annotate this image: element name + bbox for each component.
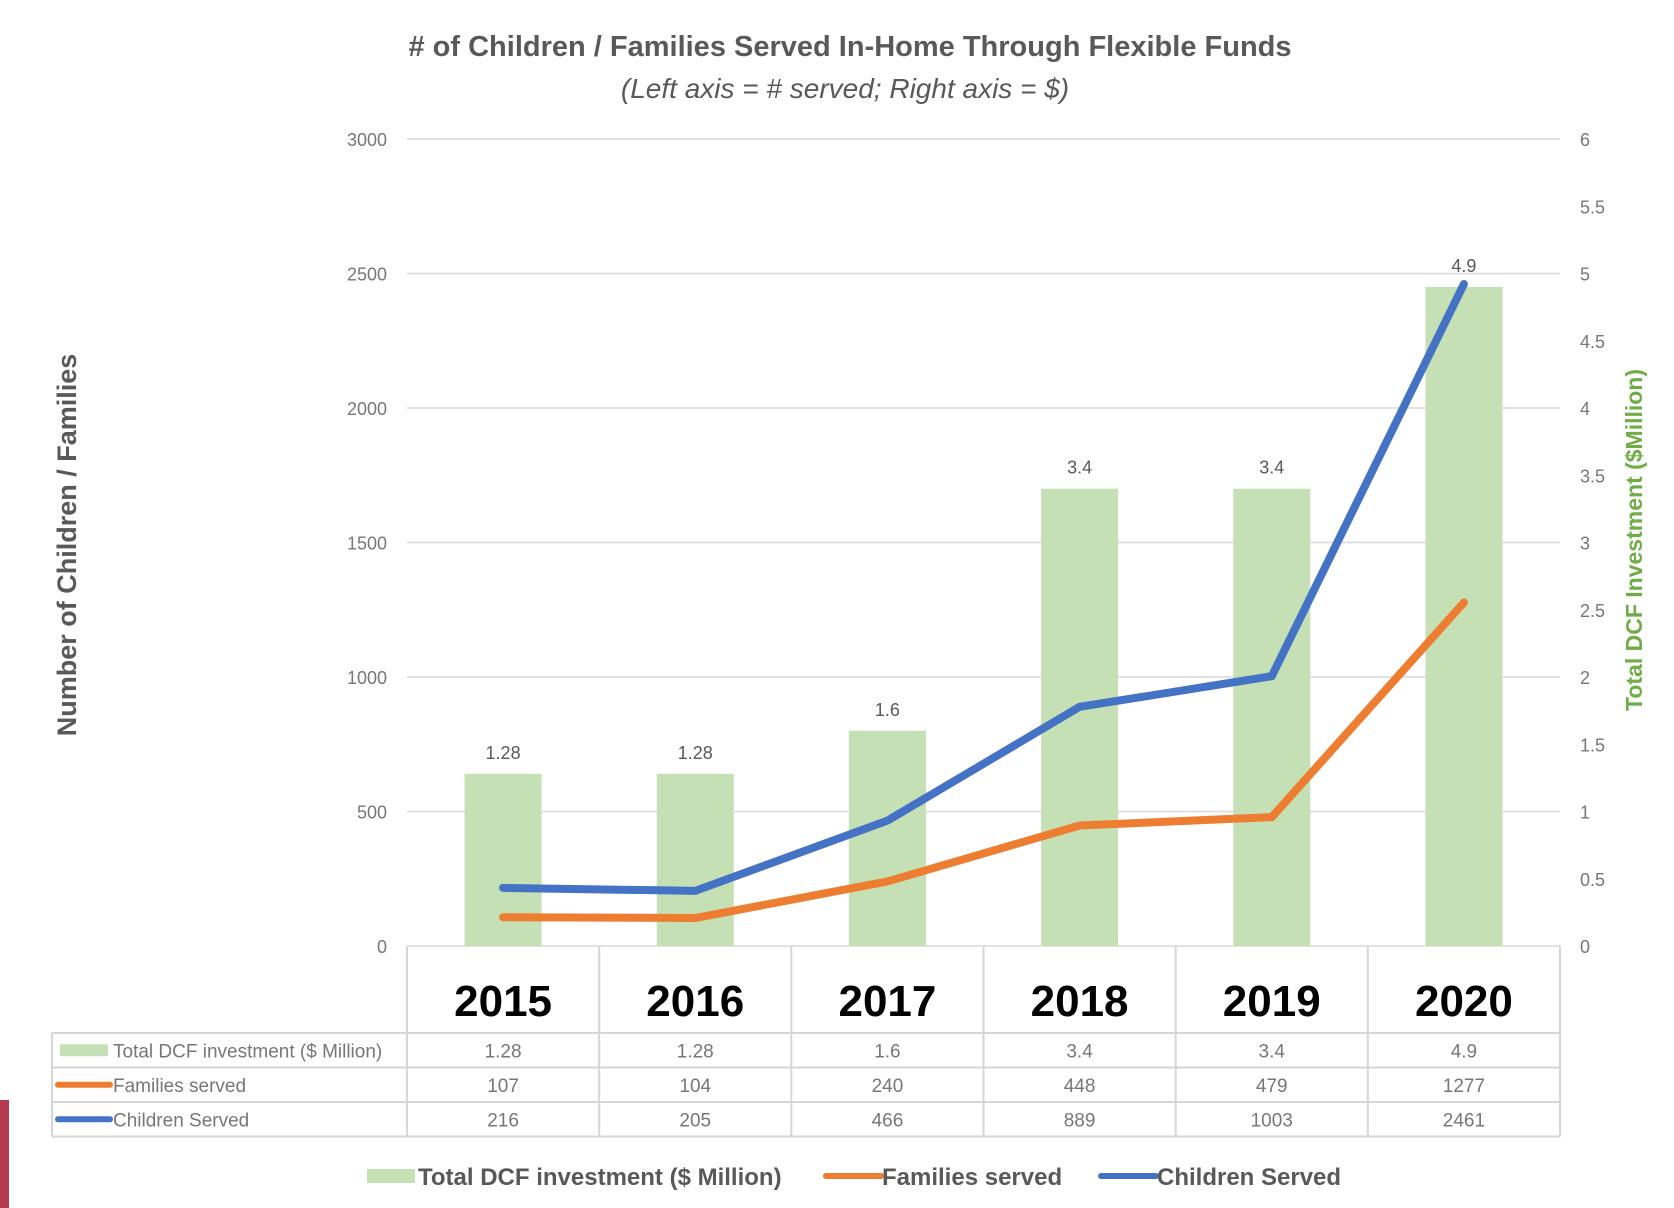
left-axis-title: Number of Children / Families — [52, 354, 82, 737]
table-cell: 1.28 — [485, 1041, 522, 1062]
category-label: 2016 — [646, 977, 744, 1026]
axis-ticks: 0 500 1000 1500 2000 2500 3000 0 0.5 1 1.5 2 2.5 3 3.5… — [347, 130, 1605, 957]
category-label: 2018 — [1031, 977, 1129, 1026]
bar-data-label: 3.4 — [1067, 458, 1092, 478]
legend-key — [367, 1169, 415, 1183]
legend-label: Total DCF investment ($ Million) — [418, 1164, 782, 1191]
right-tick-label: 0 — [1580, 937, 1590, 957]
right-tick-label: 1 — [1580, 803, 1590, 823]
legend-label: Children Served — [1157, 1164, 1341, 1191]
bar-data-label: 3.4 — [1259, 458, 1284, 478]
right-tick-label: 2 — [1580, 668, 1590, 688]
investment-bar — [1233, 488, 1311, 946]
left-tick-label: 2500 — [347, 265, 387, 285]
children-served-line — [499, 279, 1468, 895]
table-cell: 3.4 — [1259, 1041, 1286, 1062]
families-served-line — [499, 598, 1468, 923]
right-tick-label: 5.5 — [1580, 197, 1605, 217]
right-tick-label: 0.5 — [1580, 870, 1605, 890]
table-cell: 3.4 — [1066, 1041, 1093, 1062]
table-cell: 240 — [872, 1076, 904, 1097]
bar-data-label: 4.9 — [1451, 256, 1476, 276]
left-tick-label: 0 — [377, 937, 387, 957]
accent-bar — [0, 1100, 9, 1208]
legend-label: Families served — [882, 1164, 1062, 1191]
right-tick-label: 4.5 — [1580, 332, 1605, 352]
bar-data-label: 1.28 — [486, 743, 521, 763]
table-cell: 4.9 — [1451, 1041, 1477, 1062]
left-tick-label: 1000 — [347, 668, 387, 688]
chart-title: # of Children / Families Served In-Home … — [408, 31, 1291, 63]
category-label: 2020 — [1415, 977, 1513, 1026]
table-cell: 1277 — [1443, 1076, 1485, 1097]
right-tick-label: 3.5 — [1580, 466, 1605, 486]
table-cell: 104 — [679, 1076, 711, 1097]
table-row-label: Children Served — [113, 1110, 249, 1131]
table-cell: 107 — [487, 1076, 519, 1097]
right-tick-label: 6 — [1580, 130, 1590, 150]
gridlines — [407, 138, 1560, 947]
table-cell: 1.6 — [874, 1041, 900, 1062]
investment-bar — [1041, 488, 1119, 946]
right-tick-label: 1.5 — [1580, 735, 1605, 755]
data-table: 2015 2016 2017 2018 2019 2020 Total DCF invest… — [51, 946, 1561, 1138]
chart-subtitle: (Left axis = # served; Right axis = $) — [621, 73, 1069, 104]
table-legend-key — [60, 1044, 108, 1057]
right-axis-title: Total DCF Investment ($Million) — [1621, 369, 1647, 711]
table-cell: 2461 — [1443, 1110, 1485, 1131]
bar-data-label: 1.6 — [875, 700, 900, 720]
table-cell: 216 — [487, 1110, 519, 1131]
table-cell: 1.28 — [677, 1041, 714, 1062]
table-row-label: Families served — [113, 1076, 246, 1097]
investment-bars: 1.28 1.28 1.6 3.4 3.4 4.9 — [464, 256, 1503, 946]
series-lines — [499, 279, 1468, 923]
category-label: 2015 — [454, 977, 552, 1026]
right-tick-label: 2.5 — [1580, 601, 1605, 621]
category-label: 2017 — [838, 977, 936, 1026]
investment-bar — [1425, 286, 1503, 946]
table-cell: 479 — [1256, 1076, 1288, 1097]
left-tick-label: 500 — [357, 803, 387, 823]
table-cell: 205 — [679, 1110, 711, 1131]
right-tick-label: 3 — [1580, 534, 1590, 554]
table-cell: 448 — [1064, 1076, 1096, 1097]
bar-data-label: 1.28 — [678, 743, 713, 763]
left-tick-label: 3000 — [347, 130, 387, 150]
investment-bar — [848, 730, 926, 946]
table-cell: 889 — [1064, 1110, 1096, 1131]
right-tick-label: 5 — [1580, 265, 1590, 285]
table-cell: 1003 — [1251, 1110, 1293, 1131]
left-tick-label: 1500 — [347, 534, 387, 554]
left-tick-label: 2000 — [347, 399, 387, 419]
legend: Total DCF investment ($ Million) Families… — [367, 1164, 1341, 1191]
table-cell: 466 — [872, 1110, 904, 1131]
table-row-label: Total DCF investment ($ Million) — [113, 1041, 382, 1062]
right-tick-label: 4 — [1580, 399, 1590, 419]
category-label: 2019 — [1223, 977, 1321, 1026]
